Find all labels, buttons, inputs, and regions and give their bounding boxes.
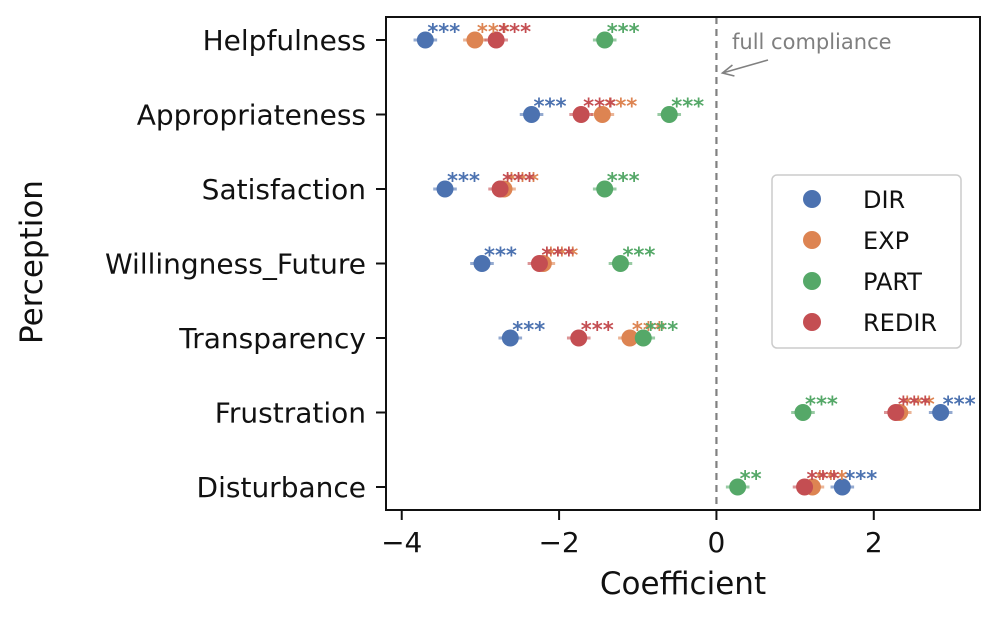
legend-label: REDIR xyxy=(863,309,937,337)
significance-label: *** xyxy=(583,95,616,119)
significance-label: *** xyxy=(534,95,567,119)
significance-label: *** xyxy=(645,318,678,342)
x-tick-label: −4 xyxy=(381,526,422,559)
significance-label: *** xyxy=(671,95,704,119)
y-axis: Helpfulness Appropriateness Satisfaction Wi… xyxy=(105,24,386,504)
legend-marker xyxy=(803,190,821,208)
y-tick-label: Transparency xyxy=(178,322,366,355)
annotation-arrow-head xyxy=(720,64,735,77)
significance-labels: ****************************************… xyxy=(427,20,975,491)
data-points xyxy=(416,31,950,496)
data-point xyxy=(523,106,541,123)
significance-label: *** xyxy=(814,467,847,491)
data-point xyxy=(491,180,509,198)
data-point xyxy=(660,106,678,123)
legend-marker xyxy=(803,272,821,290)
significance-label: *** xyxy=(512,318,545,342)
significance-label: *** xyxy=(902,393,935,417)
significance-label: *** xyxy=(541,244,574,268)
legend-marker xyxy=(803,313,821,331)
significance-label: *** xyxy=(581,318,614,342)
data-point xyxy=(611,255,629,272)
legend-marker xyxy=(803,231,821,249)
x-axis: −4 −2 0 2 xyxy=(381,510,883,559)
significance-label: *** xyxy=(807,467,840,491)
y-tick-label: Satisfaction xyxy=(202,173,366,206)
y-tick-label: Helpfulness xyxy=(203,24,366,57)
x-tick-label: −2 xyxy=(538,526,579,559)
significance-label: *** xyxy=(506,169,539,193)
data-point xyxy=(436,180,454,198)
x-tick-label: 0 xyxy=(708,526,726,559)
y-tick-label: Willingness_Future xyxy=(105,248,366,281)
significance-label: *** xyxy=(498,20,531,44)
data-point xyxy=(887,404,905,421)
data-point xyxy=(932,404,950,421)
data-point xyxy=(634,329,652,347)
y-axis-title: Perception xyxy=(14,180,50,344)
data-point xyxy=(473,255,491,272)
significance-label: *** xyxy=(943,393,976,417)
data-point xyxy=(593,106,611,123)
significance-label: *** xyxy=(545,244,578,268)
data-point xyxy=(596,31,614,49)
legend: DIR EXP PART REDIR xyxy=(771,174,962,349)
data-point xyxy=(794,404,812,421)
data-point xyxy=(487,31,505,49)
significance-label: *** xyxy=(427,20,460,44)
significance-label: *** xyxy=(502,169,535,193)
data-point xyxy=(621,329,639,347)
legend-label: PART xyxy=(863,268,922,296)
annotation-text: full compliance xyxy=(732,30,892,54)
full-compliance-annotation: full compliance xyxy=(720,30,892,77)
significance-label: *** xyxy=(844,467,877,491)
y-tick-label: Disturbance xyxy=(197,471,366,504)
significance-label: *** xyxy=(805,393,838,417)
data-point xyxy=(729,478,747,496)
x-tick-label: 2 xyxy=(865,526,883,559)
legend-label: EXP xyxy=(863,227,909,255)
data-point xyxy=(570,329,588,347)
data-point xyxy=(530,255,548,272)
y-tick-label: Frustration xyxy=(215,397,366,430)
significance-label: *** xyxy=(607,169,640,193)
data-point xyxy=(416,31,434,49)
data-point xyxy=(596,180,614,198)
significance-label: *** xyxy=(622,244,655,268)
x-axis-title: Coefficient xyxy=(600,566,766,602)
significance-label: *** xyxy=(898,393,931,417)
data-point xyxy=(796,478,814,496)
data-point xyxy=(572,106,590,123)
data-point xyxy=(833,478,851,496)
data-point xyxy=(501,329,519,347)
significance-label: *** xyxy=(604,95,637,119)
significance-label: *** xyxy=(447,169,480,193)
data-point xyxy=(466,31,484,49)
significance-label: ** xyxy=(740,467,762,491)
significance-label: *** xyxy=(477,20,510,44)
annotation-arrow xyxy=(722,59,769,74)
legend-box xyxy=(771,174,962,349)
y-tick-label: Appropriateness xyxy=(137,99,366,132)
significance-label: *** xyxy=(607,20,640,44)
significance-label: *** xyxy=(632,318,665,342)
significance-label: *** xyxy=(484,244,517,268)
legend-label: DIR xyxy=(863,186,905,214)
